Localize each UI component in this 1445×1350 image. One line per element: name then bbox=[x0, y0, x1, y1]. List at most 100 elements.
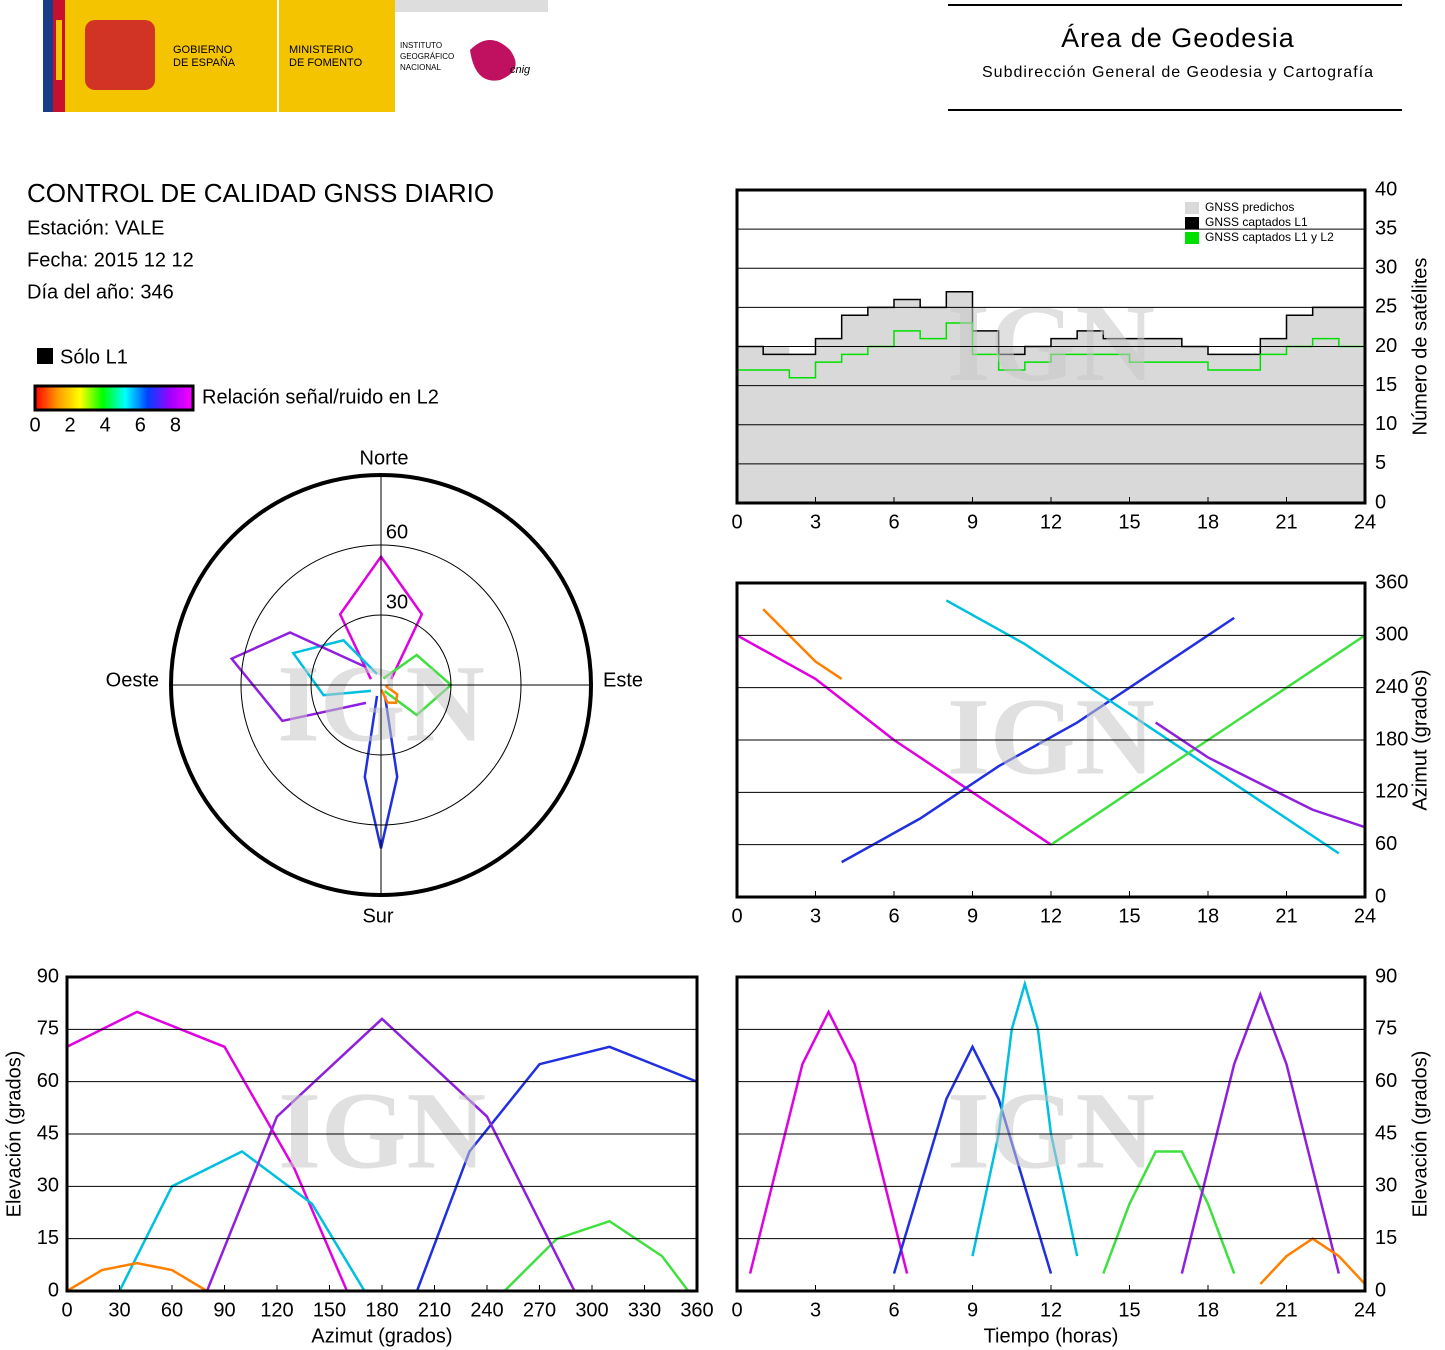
horizon bbox=[169, 473, 593, 897]
x-tick-label: 0 bbox=[61, 1299, 72, 1321]
y-tick-label: 35 bbox=[1375, 217, 1397, 239]
direction-label: Oeste bbox=[106, 669, 159, 691]
y-tick-label: 45 bbox=[37, 1122, 59, 1144]
y-tick-label: 0 bbox=[48, 1279, 59, 1301]
direction-label: Sur bbox=[362, 905, 393, 927]
watermark: IGN bbox=[947, 282, 1155, 404]
x-tick-label: 21 bbox=[1275, 511, 1297, 533]
y-tick-label: 45 bbox=[1375, 1122, 1397, 1144]
y-tick-label: 90 bbox=[37, 965, 59, 987]
series-line bbox=[737, 322, 1365, 379]
series-line bbox=[1154, 721, 1365, 829]
y-tick-label: 30 bbox=[37, 1175, 59, 1197]
series-line bbox=[1180, 990, 1341, 1274]
x-tick-label: 21 bbox=[1275, 1299, 1297, 1321]
plot-frame bbox=[735, 581, 1367, 899]
series-line bbox=[67, 1261, 208, 1291]
x-tick-label: 21 bbox=[1275, 905, 1297, 927]
satellite-track bbox=[291, 638, 378, 697]
watermark: IGN bbox=[947, 675, 1155, 797]
y-tick-label: 0 bbox=[1375, 491, 1386, 513]
series-line bbox=[945, 599, 1340, 855]
y-tick-label: 300 bbox=[1375, 624, 1408, 646]
y-tick-label: 15 bbox=[37, 1227, 59, 1249]
satellite-track bbox=[229, 631, 367, 723]
legend-label: GNSS captados L1 y L2 bbox=[1205, 230, 1334, 244]
logo-text: DE FOMENTO bbox=[289, 57, 363, 69]
series-line bbox=[415, 1045, 697, 1291]
y-tick-label: 75 bbox=[1375, 1018, 1397, 1040]
elevation-ring bbox=[310, 614, 452, 756]
y-axis-label: Elevación (grados) bbox=[1409, 1051, 1431, 1218]
report-title: CONTROL DE CALIDAD GNSS DIARIO bbox=[27, 178, 494, 208]
x-tick-label: 12 bbox=[1040, 1299, 1062, 1321]
y-tick-label: 180 bbox=[1375, 728, 1408, 750]
x-tick-label: 24 bbox=[1354, 1299, 1376, 1321]
x-tick-label: 150 bbox=[313, 1299, 346, 1321]
legend-swatch bbox=[1185, 217, 1199, 229]
y-tick-label: 60 bbox=[1375, 833, 1397, 855]
x-tick-label: 120 bbox=[260, 1299, 293, 1321]
header-subtitle: Subdirección General de Geodesia y Carto… bbox=[982, 64, 1374, 81]
ring-label: 60 bbox=[386, 521, 408, 543]
elevation-ring bbox=[240, 544, 522, 826]
x-tick-label: 6 bbox=[888, 905, 899, 927]
ring-label: 30 bbox=[386, 591, 408, 613]
x-tick-label: 3 bbox=[810, 511, 821, 533]
logo-text: INSTITUTO bbox=[400, 41, 442, 50]
y-tick-label: 0 bbox=[1375, 885, 1386, 907]
y-tick-label: 5 bbox=[1375, 452, 1386, 474]
logo bbox=[43, 0, 548, 112]
series-line bbox=[67, 1010, 349, 1291]
x-tick-label: 360 bbox=[680, 1299, 713, 1321]
x-tick-label: 15 bbox=[1118, 905, 1140, 927]
info-line: Fecha: 2015 12 12 bbox=[27, 249, 194, 271]
x-tick-label: 3 bbox=[810, 1299, 821, 1321]
y-tick-label: 15 bbox=[1375, 1227, 1397, 1249]
y-tick-label: 10 bbox=[1375, 413, 1397, 435]
y-axis-label: Elevación (grados) bbox=[3, 1051, 25, 1218]
x-tick-label: 9 bbox=[967, 511, 978, 533]
legend-label: GNSS captados L1 bbox=[1205, 215, 1308, 229]
x-tick-label: 30 bbox=[108, 1299, 130, 1321]
info-line: Estación: VALE bbox=[27, 217, 164, 239]
x-tick-label: 210 bbox=[418, 1299, 451, 1321]
x-tick-label: 15 bbox=[1118, 1299, 1140, 1321]
x-tick-label: 6 bbox=[888, 1299, 899, 1321]
direction-label: Norte bbox=[360, 447, 409, 469]
x-tick-label: 9 bbox=[967, 905, 978, 927]
logo-text: cnig bbox=[510, 64, 531, 76]
y-tick-label: 15 bbox=[1375, 374, 1397, 396]
x-tick-label: 330 bbox=[628, 1299, 661, 1321]
y-tick-label: 360 bbox=[1375, 571, 1408, 593]
x-tick-label: 18 bbox=[1197, 1299, 1219, 1321]
colorbar-tick: 0 bbox=[29, 414, 40, 436]
y-tick-label: 240 bbox=[1375, 676, 1408, 698]
colorbar-tick: 8 bbox=[170, 414, 181, 436]
x-tick-label: 24 bbox=[1354, 511, 1376, 533]
plot-frame bbox=[735, 188, 1367, 505]
y-tick-label: 40 bbox=[1375, 178, 1397, 200]
x-tick-label: 0 bbox=[731, 1299, 742, 1321]
y-tick-label: 90 bbox=[1375, 965, 1397, 987]
y-tick-label: 75 bbox=[37, 1018, 59, 1040]
plot-frame bbox=[735, 975, 1367, 1293]
colorbar-tick: 6 bbox=[135, 414, 146, 436]
logo-text: MINISTERIO bbox=[289, 44, 354, 56]
series-line bbox=[1102, 1150, 1236, 1274]
series-line bbox=[841, 616, 1235, 864]
colorbar-tick: 4 bbox=[100, 414, 111, 436]
series-line bbox=[762, 608, 843, 680]
series-line bbox=[1259, 1237, 1365, 1285]
series-line bbox=[748, 1009, 909, 1274]
plot-frame bbox=[65, 975, 699, 1293]
x-tick-label: 12 bbox=[1040, 511, 1062, 533]
watermark: IGN bbox=[947, 1069, 1155, 1191]
satellite-track bbox=[380, 684, 399, 705]
logo-text: NACIONAL bbox=[400, 63, 441, 72]
x-tick-label: 24 bbox=[1354, 905, 1376, 927]
x-tick-label: 6 bbox=[888, 511, 899, 533]
x-tick-label: 60 bbox=[161, 1299, 183, 1321]
x-tick-label: 180 bbox=[365, 1299, 398, 1321]
x-tick-label: 0 bbox=[731, 905, 742, 927]
